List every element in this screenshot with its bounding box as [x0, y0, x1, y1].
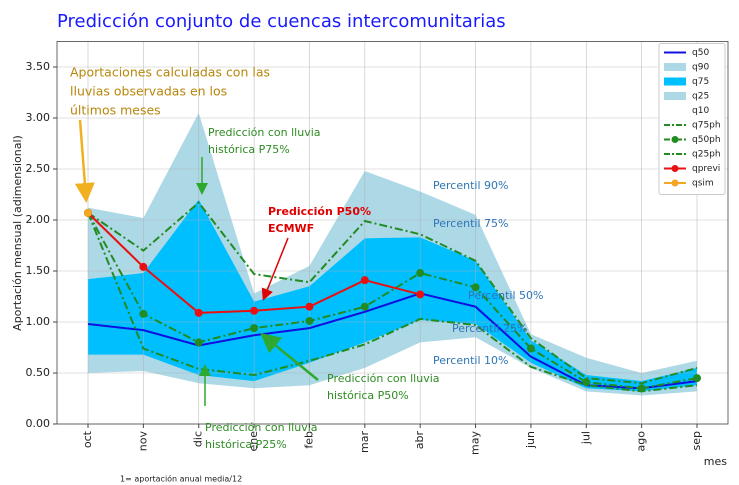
annotation: histórica P25%: [205, 438, 287, 451]
legend-label: qprevi: [692, 164, 720, 174]
point: [360, 302, 369, 311]
area: [88, 199, 697, 424]
point: [250, 306, 259, 315]
arrow: [74, 119, 95, 203]
legend-label: q25ph: [692, 150, 721, 160]
annotation: lluvias observadas en los: [70, 84, 227, 99]
legend-swatch: [664, 106, 686, 115]
x-tick-label: ene: [247, 431, 260, 452]
point: [582, 378, 591, 387]
percentile-labels: Percentil 90% Percentil 75% Percentil 50…: [433, 179, 543, 367]
point: [139, 309, 148, 318]
plot-frame: [56, 41, 729, 425]
line: [87, 212, 698, 393]
legend-label: q10: [692, 106, 709, 116]
legend-label: q50: [692, 48, 709, 58]
legend-label: q75: [692, 77, 709, 87]
x-tick-label: dic: [192, 431, 205, 447]
line: [87, 201, 698, 385]
y-tick-label: 0.00: [26, 417, 51, 430]
footnote: 1= aportación anual media/12: [120, 474, 242, 484]
annotation: histórica P50%: [327, 389, 409, 402]
point: [360, 276, 369, 285]
y-tick-label: 2.50: [26, 162, 51, 175]
annotation: histórica P75%: [208, 143, 290, 156]
percentile-label: Percentil 75%: [433, 217, 508, 230]
point: [305, 302, 314, 311]
point: [194, 338, 203, 347]
annotation: Predicción con lluvia: [208, 126, 321, 139]
y-tick-label: 0.50: [26, 366, 51, 379]
x-axis-label: mes: [704, 455, 727, 468]
percentile-label: Percentil 10%: [433, 354, 508, 367]
x-tick-label: jul: [579, 431, 592, 445]
percentile-label: Percentil 50%: [468, 289, 543, 302]
plot-area: [57, 41, 728, 425]
point: [526, 344, 535, 353]
arrow: [261, 237, 289, 301]
point: [416, 269, 425, 278]
point: [693, 374, 701, 383]
point: [416, 290, 425, 299]
x-tick-label: feb: [302, 431, 315, 449]
legend-swatch: [664, 92, 686, 100]
annotation: últimos meses: [70, 103, 161, 118]
y-tick-label: 2.00: [26, 213, 51, 226]
point: [250, 324, 259, 333]
x-tick-label: abr: [413, 431, 426, 450]
annotation: Predicción con lluvia: [205, 421, 318, 434]
percentile-label: Percentil 25%: [452, 322, 527, 335]
point: [84, 208, 92, 217]
annotation: Predicción con lluvia: [327, 372, 440, 385]
legend-marker: [671, 165, 679, 172]
legend-swatch: [664, 63, 686, 71]
x-tick-label: sep: [690, 431, 703, 450]
arrow: [260, 332, 319, 381]
legend-label: q25: [692, 92, 709, 102]
point: [637, 384, 646, 393]
x-tick-label: oct: [81, 430, 94, 448]
x-tick-label: nov: [136, 431, 149, 452]
point: [471, 283, 480, 292]
x-tick-label: mar: [358, 431, 371, 453]
legend: q50 q90 q75 q25 q10 q75ph q50ph q25ph qprevi qsim: [658, 43, 726, 195]
legend-marker: [671, 136, 679, 143]
x-tick-label: jun: [524, 431, 537, 449]
point: [305, 316, 314, 325]
x-tick-label: ago: [635, 431, 648, 452]
annotation: Predicción P50%: [268, 205, 371, 218]
y-tick-label: 3.50: [26, 60, 51, 73]
y-tick-label: 1.00: [26, 315, 51, 328]
legend-swatch: [664, 77, 686, 86]
chart-title: Predicción conjunto de cuencas intercomu…: [57, 11, 506, 32]
y-tick-label: 3.00: [26, 111, 51, 124]
annotation: Aportaciones calculadas con las: [70, 65, 270, 80]
line: [87, 212, 698, 390]
point: [194, 308, 203, 317]
legend-label: q50ph: [692, 135, 721, 145]
point: [139, 262, 148, 271]
y-tick-label: 1.50: [26, 264, 51, 277]
annotations: Aportaciones calculadas con las lluvias …: [70, 65, 440, 452]
area: [88, 337, 697, 424]
x-tick-label: may: [469, 431, 482, 455]
legend-label: qsim: [692, 179, 714, 189]
arrows: [74, 119, 319, 406]
annotation: ECMWF: [268, 222, 314, 235]
legend-marker: [671, 179, 679, 187]
legend-label: q90: [692, 63, 709, 73]
percentile-label: Percentil 90%: [433, 179, 508, 192]
y-axis-label: Aportación mensual (adimensional): [11, 135, 24, 331]
legend-label: q75ph: [692, 121, 721, 131]
